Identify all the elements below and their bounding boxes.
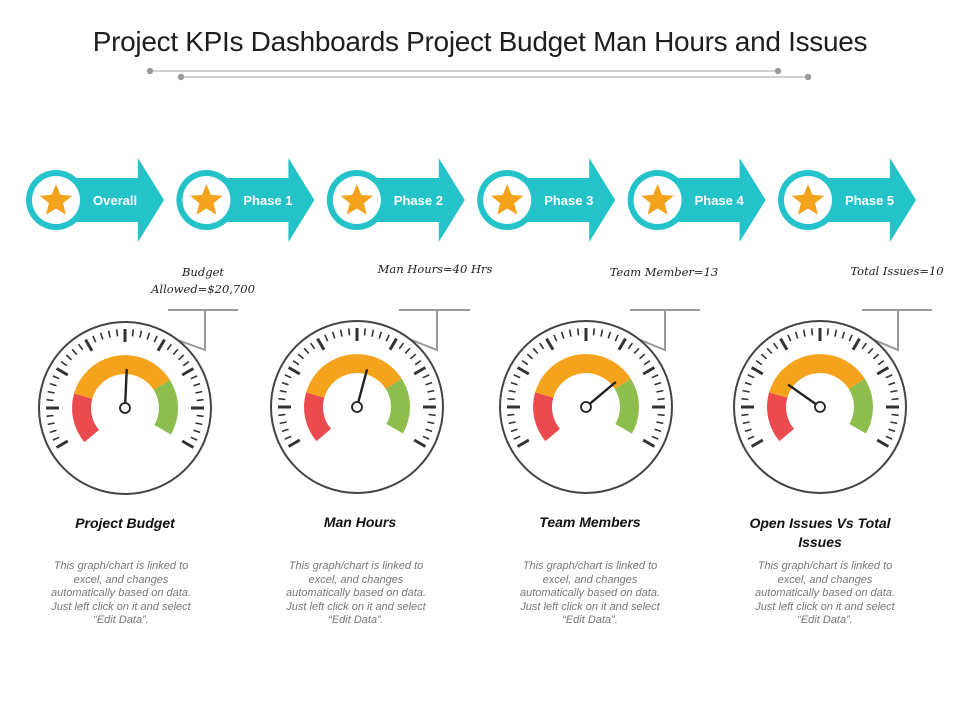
gauge-band-green [385,378,410,434]
page-title: Project KPIs Dashboards Project Budget M… [92,26,868,57]
star-icon [190,184,223,215]
phase-overall: Overall [26,158,164,242]
gauge-desc-budget: This graph/chart is linked to excel, and… [50,560,192,626]
gauge-hub [580,401,592,413]
callout-budget: Budget Allowed=$20,700 [151,265,255,296]
gauge-needle [355,369,368,409]
callout-leader [862,309,932,352]
phase-arrow [657,158,766,242]
phase-arrow [56,158,164,242]
gauge-4 [733,309,932,494]
gauge-needle [584,381,617,409]
phase-label: Phase 5 [845,193,894,208]
gauge-band-green [614,378,639,434]
gauge-band-orange [306,354,402,398]
star-icon [340,184,373,215]
phase-label: Overall [93,193,137,208]
phase-arrow [206,158,315,242]
gauge-needle [123,368,128,410]
phase-phase-5: Phase 5 [778,158,916,242]
phase-label: Phase 1 [243,193,292,208]
callout-leader [630,309,700,352]
star-icon [641,184,674,215]
gauge-hub [814,401,826,413]
phase-phase-1: Phase 1 [176,158,315,242]
gauge-band-orange [535,354,631,398]
phase-arrow [356,158,465,242]
gauge-desc-issues: This graph/chart is linked to excel, and… [754,560,896,626]
gauge-band-green [153,379,178,435]
gauge-band-orange [769,354,865,398]
gauge-desc-team-members: This graph/chart is linked to excel, and… [519,560,661,626]
phase-label: Phase 3 [544,193,593,208]
gauge-desc-man-hours: This graph/chart is linked to excel, and… [285,560,427,626]
star-icon [491,184,524,215]
gauge-ticks [507,328,665,448]
gauge-needle [787,384,822,409]
gauge-hub [351,401,363,413]
gauge-title-issues: Open Issues Vs Total Issues [749,515,891,550]
gauge-title-budget: Project Budget [75,515,175,531]
phase-label: Phase 4 [695,193,745,208]
gauge-ticks [278,328,436,448]
callout-total-issues: Total Issues=10 [850,264,944,278]
gauge-band-red [72,393,99,443]
gauge-band-green [848,378,873,434]
gauge-ticks [741,328,899,448]
phase-arrow [808,158,916,242]
star-icon [791,184,825,215]
star-icon [39,184,73,215]
phase-arrow [507,158,616,242]
gauge-band-red [767,392,794,442]
gauge-2 [270,309,470,494]
gauge-3 [499,309,700,494]
phase-phase-4: Phase 4 [627,158,766,242]
gauge-band-orange [74,355,170,399]
phase-phase-2: Phase 2 [326,158,465,242]
gauge-title-man-hours: Man Hours [323,514,397,530]
gauge-ticks [46,329,204,449]
gauge-1 [38,309,238,495]
gauge-band-red [533,392,560,442]
callout-man-hours: Man Hours=40 Hrs [377,262,493,276]
gauge-band-red [304,392,331,442]
callout-leader [399,309,470,352]
phase-phase-3: Phase 3 [477,158,616,242]
phase-label: Phase 2 [394,193,443,208]
phase-arrows: Overall Phase 1 Phase 2 Phase 3 Phase 4 Phase… [26,158,916,242]
callout-team-members: Team Member=13 [609,265,719,279]
callout-leader [168,309,238,352]
title-divider [146,67,812,81]
gauge-title-team-members: Team Members [539,514,641,530]
gauge-hub [119,402,131,414]
